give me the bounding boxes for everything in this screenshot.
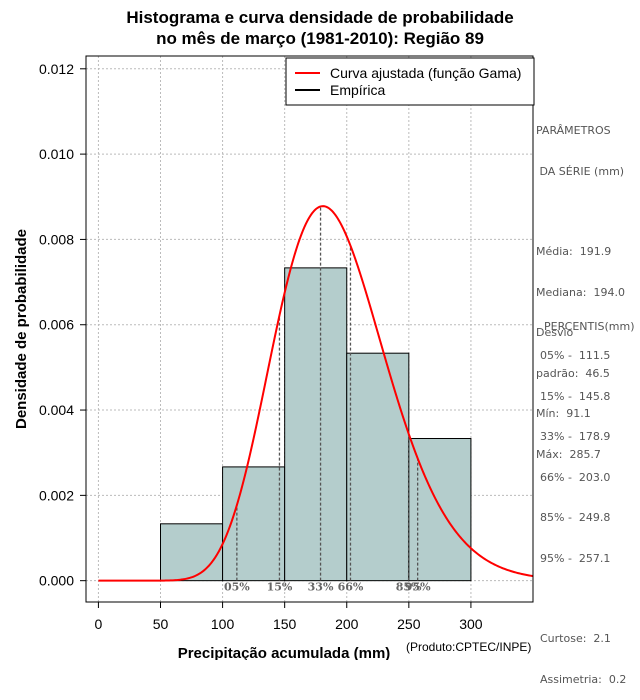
y-tick-label: 0.008 bbox=[39, 231, 74, 247]
stat-assimetria: Assimetria: 0.2 bbox=[540, 672, 627, 686]
credit-text: (Produto:CPTEC/INPE) bbox=[406, 640, 532, 654]
percentile-label: 95% bbox=[405, 581, 431, 594]
percentile-label: 66% bbox=[338, 581, 364, 594]
percentile-label: 15% bbox=[267, 581, 293, 594]
legend-label-curve: Curva ajustada (função Gama) bbox=[330, 65, 521, 81]
y-tick-label: 0.006 bbox=[39, 317, 74, 333]
percentile-label: 85% bbox=[396, 581, 422, 594]
histogram-bar bbox=[160, 523, 224, 582]
percentiles-list: 05% - 111.5 15% - 145.8 33% - 178.9 66% … bbox=[540, 322, 626, 700]
percentiles-title: PERCENTIS(mm) bbox=[544, 320, 635, 333]
percentile-33: 33% - 178.9 bbox=[540, 430, 611, 443]
percentile-label: 05% bbox=[224, 581, 250, 594]
legend-label-empirical: Empírica bbox=[330, 82, 385, 98]
x-tick-label: 300 bbox=[459, 616, 483, 632]
y-tick-label: 0.004 bbox=[39, 402, 74, 418]
percentile-05: 05% - 111.5 bbox=[540, 349, 611, 362]
y-tick-label: 0.002 bbox=[39, 487, 74, 503]
percentile-label: 33% bbox=[308, 581, 334, 594]
stat-min: Mín: 91.1 bbox=[536, 407, 591, 420]
parameters-title: PARÂMETROS bbox=[536, 124, 611, 137]
percentile-95: 95% - 257.1 bbox=[540, 551, 611, 565]
stat-mediana: Mediana: 194.0 bbox=[536, 285, 625, 299]
percentile-15: 15% - 145.8 bbox=[540, 389, 611, 403]
gamma-fit-curve bbox=[98, 205, 534, 582]
stat-max: Máx: 285.7 bbox=[536, 447, 601, 461]
parameters-panel: PARÂMETROS DA SÉRIE (mm) Média: 191.9 Me… bbox=[536, 97, 625, 475]
legend-box bbox=[285, 57, 535, 106]
y-tick-label: 0.010 bbox=[39, 146, 74, 162]
plot-frame bbox=[85, 55, 534, 603]
histogram-bar bbox=[346, 352, 410, 582]
y-tick-label: 0.000 bbox=[39, 573, 74, 589]
x-tick-label: 100 bbox=[211, 616, 235, 632]
x-tick-label: 50 bbox=[153, 616, 169, 632]
y-tick-label: 0.012 bbox=[39, 61, 74, 77]
histogram-bar bbox=[222, 466, 286, 582]
chart-title-line1: Histograma e curva densidade de probabil… bbox=[126, 8, 514, 27]
histogram-bar bbox=[284, 267, 348, 582]
percentile-85: 85% - 249.8 bbox=[540, 511, 611, 524]
parameters-subtitle: DA SÉRIE (mm) bbox=[536, 164, 625, 178]
x-tick-label: 250 bbox=[397, 616, 421, 632]
x-tick-label: 150 bbox=[273, 616, 297, 632]
percentile-66: 66% - 203.0 bbox=[540, 470, 611, 484]
stat-media: Média: 191.9 bbox=[536, 245, 612, 258]
percentiles-panel: PERCENTIS(mm) bbox=[544, 293, 635, 347]
x-tick-label: 0 bbox=[95, 616, 103, 632]
stat-curtose: Curtose: 2.1 bbox=[540, 632, 611, 645]
x-axis-label: Precipitação acumulada (mm) bbox=[178, 645, 391, 660]
x-tick-label: 200 bbox=[335, 616, 359, 632]
stat-desvio-value: padrão: 46.5 bbox=[536, 366, 610, 380]
y-axis-label: Densidade de probabilidade bbox=[13, 229, 30, 429]
chart-title-line2: no mês de março (1981-2010): Região 89 bbox=[156, 29, 484, 48]
chart: 05% 15% 33% 66% 85%95% 0 50 100 150 200 250 300 0.00… bbox=[13, 55, 535, 660]
stat-desvio-label: Desvio bbox=[536, 326, 574, 339]
